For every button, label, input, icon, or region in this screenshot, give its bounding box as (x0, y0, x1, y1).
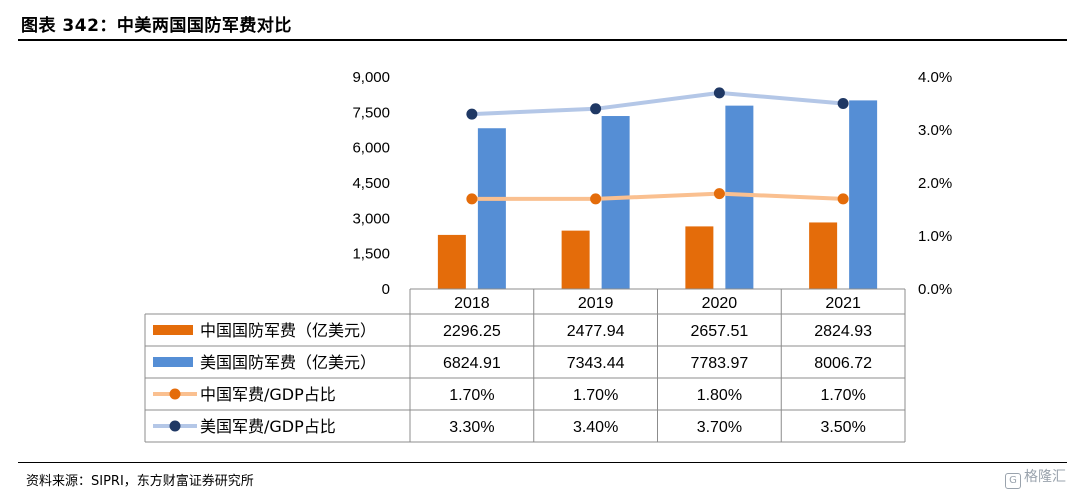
point-us-gdp-share (837, 98, 849, 109)
table-cell-value: 7783.97 (690, 355, 748, 372)
bar-china-spending (809, 222, 838, 289)
table-cell-value: 2657.51 (690, 323, 748, 340)
source-note: 资料来源：SIPRI，东方财富证券研究所 (26, 474, 254, 489)
page-title: 图表 342：中美两国国防军费对比 (21, 16, 292, 36)
legend-swatch-marker (169, 420, 181, 432)
point-china-gdp-share (713, 188, 725, 200)
point-us-gdp-share (590, 103, 602, 115)
x-category-label: 2018 (454, 295, 490, 312)
table-cell-value: 3.40% (573, 419, 618, 436)
bar-china-spending (685, 226, 714, 289)
legend-swatch-bar (153, 325, 193, 335)
point-china-gdp-share (466, 193, 478, 205)
legend-label: 美国国防军费（亿美元） (200, 353, 376, 372)
table-cell-value: 6824.91 (443, 355, 501, 372)
y-right-tick-label: 2.0% (918, 175, 952, 192)
table-cell-value: 1.70% (449, 387, 494, 404)
legend-label: 中国国防军费（亿美元） (200, 321, 376, 340)
table-cell-value: 7343.44 (567, 355, 625, 372)
title-rule (18, 39, 1067, 41)
table-cell-value: 8006.72 (814, 355, 872, 372)
footer-rule (18, 462, 1067, 463)
y-left-tick-label: 0 (382, 281, 390, 298)
point-china-gdp-share (837, 193, 849, 205)
y-right-tick-label: 0.0% (918, 281, 952, 298)
y-left-tick-label: 4,500 (352, 175, 390, 192)
y-left-tick-label: 7,500 (352, 104, 390, 121)
line-china-gdp-share (471, 191, 844, 201)
y-left-tick-label: 6,000 (352, 140, 390, 157)
legend-swatch-marker (169, 388, 181, 400)
legend-label: 中国军费/GDP占比 (200, 385, 336, 404)
y-right-tick-label: 3.0% (918, 122, 952, 139)
bar-china-spending (437, 234, 466, 289)
table-cell-value: 1.70% (573, 387, 618, 404)
legend-label: 美国军费/GDP占比 (200, 417, 336, 436)
bar-us-spending (601, 116, 630, 289)
table-cell-value: 3.50% (820, 419, 865, 436)
y-left-tick-label: 3,000 (352, 210, 390, 227)
x-category-label: 2019 (578, 295, 614, 312)
table-cell-value: 1.80% (697, 387, 742, 404)
y-right-tick-label: 1.0% (918, 228, 952, 245)
watermark-text: 格隆汇 (1024, 469, 1066, 485)
y-right-tick-label: 4.0% (918, 69, 952, 86)
table-cell-value: 2477.94 (567, 323, 625, 340)
y-left-tick-label: 9,000 (352, 69, 390, 86)
bar-us-spending (725, 105, 754, 290)
point-china-gdp-share (590, 193, 602, 205)
table-cell-value: 2824.93 (814, 323, 872, 340)
bar-us-spending (849, 100, 878, 289)
x-category-label: 2020 (702, 295, 738, 312)
point-us-gdp-share (466, 108, 478, 120)
x-category-label: 2021 (825, 295, 861, 312)
table-cell-value: 2296.25 (443, 323, 501, 340)
bar-us-spending (477, 128, 506, 289)
watermark: G 格隆汇 (1005, 466, 1066, 489)
legend-swatch-bar (153, 357, 193, 367)
point-us-gdp-share (713, 87, 725, 99)
table-cell-value: 1.70% (820, 387, 865, 404)
bar-china-spending (561, 230, 590, 289)
y-left-tick-label: 1,500 (352, 246, 390, 263)
table-cell-value: 3.70% (697, 419, 742, 436)
line-us-gdp-share (471, 90, 844, 117)
table-cell-value: 3.30% (449, 419, 494, 436)
logo-icon: G (1005, 473, 1021, 489)
